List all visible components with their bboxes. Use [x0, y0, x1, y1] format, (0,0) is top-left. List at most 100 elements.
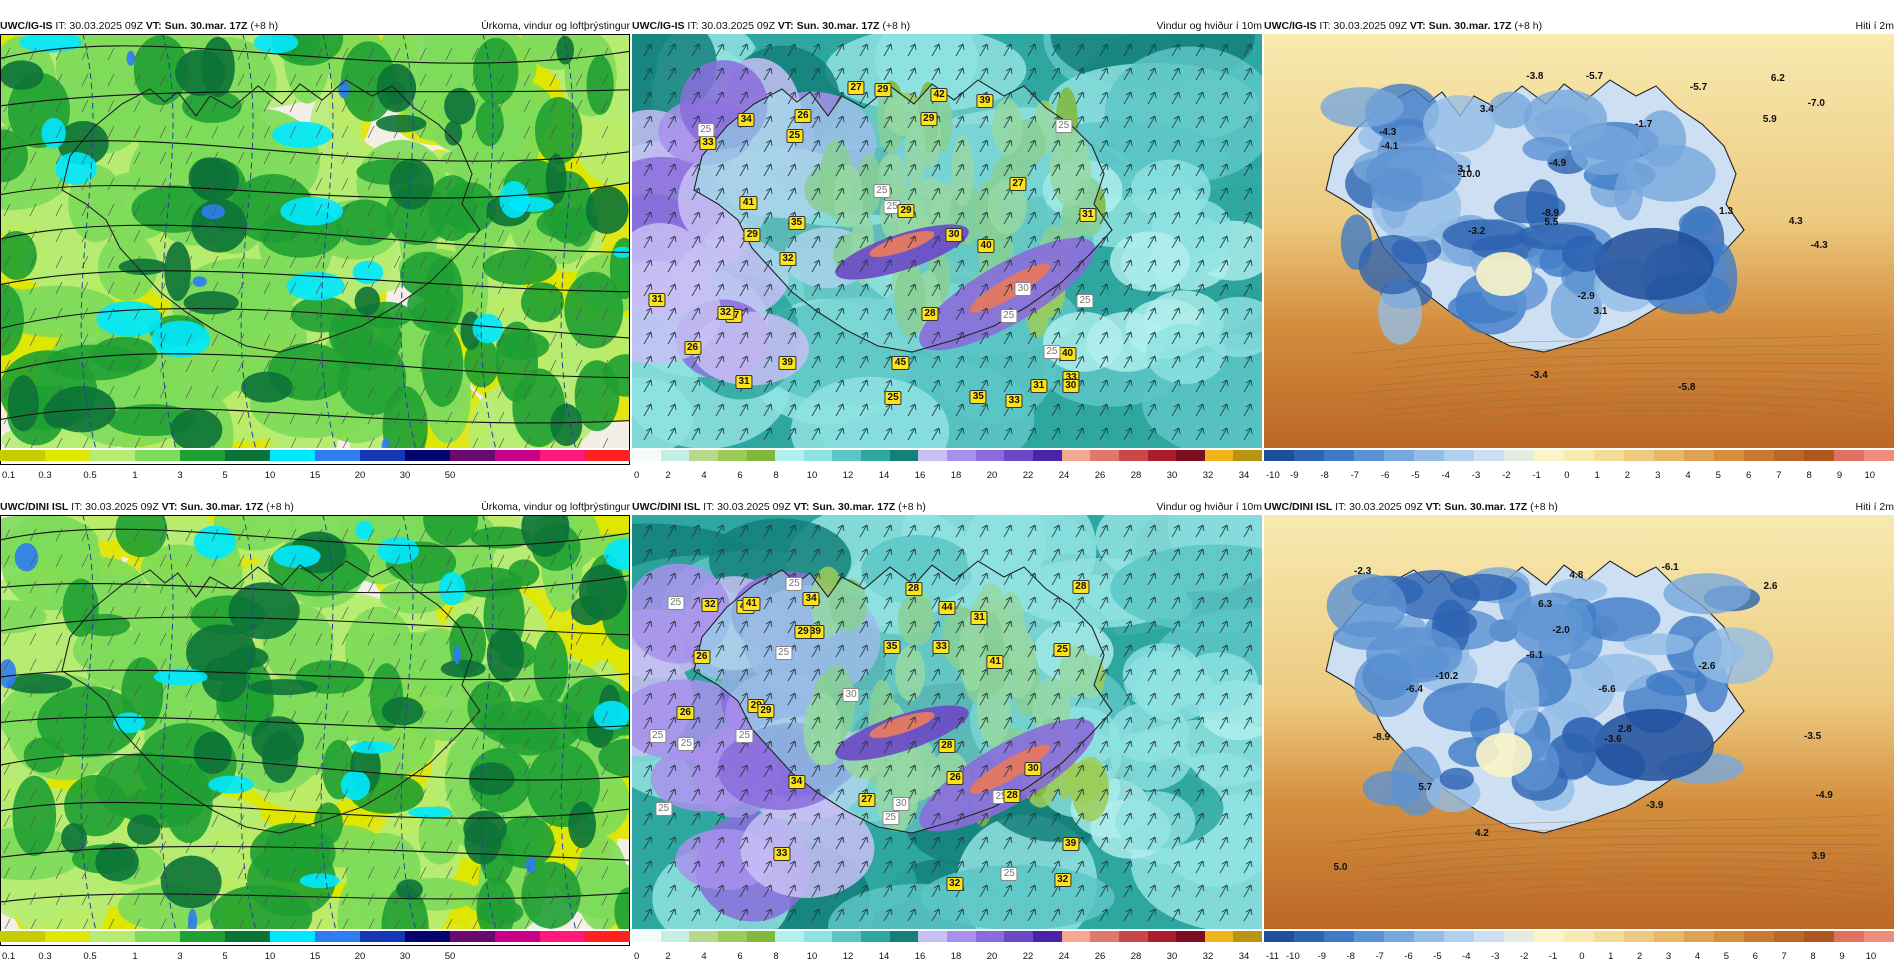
colorbar-tick-label: -9: [1317, 951, 1327, 962]
temperature-label: -2.0: [1552, 624, 1570, 636]
colorbar-tick-label: 2: [665, 470, 671, 481]
colorbar-swatch: [975, 450, 1005, 461]
colorbar-tick-label: 0.5: [83, 470, 97, 481]
temperature-label: 5.0: [1333, 862, 1348, 874]
colorbar-tick-label: 26: [1094, 951, 1106, 962]
colorbar-tick-label: 0: [1564, 470, 1570, 481]
colorbar-swatch: [1474, 450, 1504, 461]
colorbar-swatch: [1684, 450, 1714, 461]
colorbar-swatch: [1384, 931, 1414, 942]
gust-label: 28: [904, 581, 923, 596]
colorbar-tick-label: 26: [1094, 470, 1106, 481]
gust-label: 26: [794, 109, 812, 123]
gust-label: 25: [1043, 345, 1061, 360]
colorbar-swatch: [861, 931, 890, 942]
colorbar-swatch: [1594, 931, 1624, 942]
gust-label: 32: [1054, 873, 1072, 888]
colorbar-tick-label: -7: [1375, 951, 1384, 962]
panel-row1-temp: UWC/IG-IS IT: 30.03.2025 09Z VT: Sun. 30…: [1264, 18, 1894, 481]
colorbar-tick-label: 14: [878, 470, 890, 481]
gust-label: 25: [667, 595, 685, 610]
colorbar-swatch: [1061, 450, 1091, 461]
colorbar-swatch: [1564, 450, 1594, 461]
valid-time: VT: Sun. 30.mar. 17Z: [793, 501, 896, 513]
gust-label: 32: [946, 877, 964, 892]
colorbar-swatch: [1474, 931, 1504, 942]
precip-map[interactable]: [0, 34, 630, 448]
gust-label: 25: [873, 183, 891, 198]
colorbar-tick-label: -11: [1266, 951, 1280, 962]
gust-label: 40: [977, 238, 995, 253]
gust-label: 29: [743, 227, 761, 242]
colorbar-swatch: [1147, 931, 1177, 942]
colorbar-swatch: [1444, 450, 1474, 461]
colorbar-tick-label: -10: [1286, 951, 1300, 962]
colorbar-swatch: [1624, 931, 1654, 942]
panel-title: Úrkoma, vindur og loftþrýstingur: [481, 20, 630, 32]
colorbar-swatch: [660, 450, 690, 461]
temp-map[interactable]: -3.2 -1.7 -7.0 -4.1 4.3 1.3 -5.8 -4.3 3.1 -3.8 -2.…: [1264, 34, 1894, 448]
colorbar-swatch: [1384, 450, 1414, 461]
colorbar-tick-label: 14: [878, 951, 890, 962]
colorbar-swatch: [1714, 450, 1744, 461]
colorbar-swatch: [1032, 450, 1062, 461]
temp-colorbar: [1264, 450, 1894, 461]
colorbar-tick-label: 32: [1202, 470, 1214, 481]
colorbar-tick-label: 24: [1058, 470, 1070, 481]
wind-map[interactable]: 33 28 35 29 31 27 26 29 25 25 31 25 25 45 33 40 41 39 27 32…: [632, 34, 1262, 448]
panel-row2-temp: UWC/DINI ISL IT: 30.03.2025 09Z VT: Sun.…: [1264, 499, 1894, 962]
colorbar-swatch: [1118, 931, 1148, 942]
gust-label: 45: [891, 356, 910, 371]
precip-colorbar-ticks: 0.1 0.3 0.5 1 3 5 10 15 20 30 50: [0, 951, 630, 963]
gust-label: 30: [842, 687, 860, 702]
temperature-label: -4.3: [1810, 240, 1828, 252]
colorbar-swatch: [632, 450, 661, 461]
temperature-label: -5.7: [1689, 82, 1708, 94]
gust-label: 25: [881, 811, 900, 826]
colorbar-swatch: [975, 931, 1005, 942]
colorbar-swatch: [90, 450, 135, 461]
colorbar-tick-label: 15: [309, 951, 321, 962]
gust-label: 25: [1000, 867, 1018, 882]
gust-label: 41: [986, 655, 1004, 670]
colorbar-swatch: [1233, 450, 1263, 461]
colorbar-swatch: [1744, 450, 1774, 461]
colorbar-tick-label: 0: [634, 951, 640, 962]
temperature-label: 3.1: [1593, 305, 1608, 317]
temperature-label: 4.2: [1474, 828, 1489, 840]
colorbar-swatch: [1504, 450, 1534, 461]
precip-map[interactable]: [0, 515, 630, 929]
temp-map[interactable]: -6.1 2.8 2.6 -3.6 -2.3 -3.9 -6.6 -2.6 -6.1 3.9 -4.…: [1264, 515, 1894, 929]
colorbar-swatch: [1324, 450, 1354, 461]
model-name: UWC/DINI ISL: [632, 501, 701, 513]
temperature-label: -3.8: [1526, 70, 1544, 82]
gust-label: 28: [1003, 789, 1021, 804]
colorbar-swatch: [889, 450, 919, 461]
colorbar-tick-label: 10: [806, 951, 818, 962]
colorbar-tick-label: 18: [950, 951, 962, 962]
colorbar-tick-label: 28: [1130, 951, 1142, 962]
colorbar-swatch: [450, 450, 495, 461]
wind-colorbar: [632, 450, 1263, 461]
gust-label: 30: [1062, 379, 1080, 394]
temperature-label: -2.3: [1354, 565, 1372, 577]
colorbar-swatch: [540, 450, 585, 461]
colorbar-swatch: [405, 931, 450, 942]
colorbar-swatch: [1264, 450, 1294, 461]
gust-label: 29: [920, 112, 938, 127]
colorbar-swatch: [1654, 450, 1684, 461]
colorbar-tick-label: 0.5: [83, 951, 97, 962]
wind-map[interactable]: 2528292625262530322627303945334139333225…: [632, 515, 1262, 929]
precip-colorbar: [0, 450, 630, 461]
colorbar-swatch: [861, 450, 890, 461]
colorbar-tick-label: -6: [1404, 951, 1413, 962]
wind-colorbar-ticks: 0 2 4 6 8 10 12 14 16 18 20 22 24 26 28 30 32 34: [632, 470, 1262, 482]
gust-label: 40: [1059, 346, 1077, 361]
colorbar-swatch: [1032, 931, 1062, 942]
temperature-label: 6.3: [1538, 598, 1553, 610]
gust-label: 33: [773, 846, 791, 861]
temperature-label: -7.0: [1807, 97, 1825, 109]
colorbar-swatch: [585, 931, 630, 942]
colorbar-tick-label: 4: [701, 470, 707, 481]
gust-label: 32: [701, 597, 719, 612]
